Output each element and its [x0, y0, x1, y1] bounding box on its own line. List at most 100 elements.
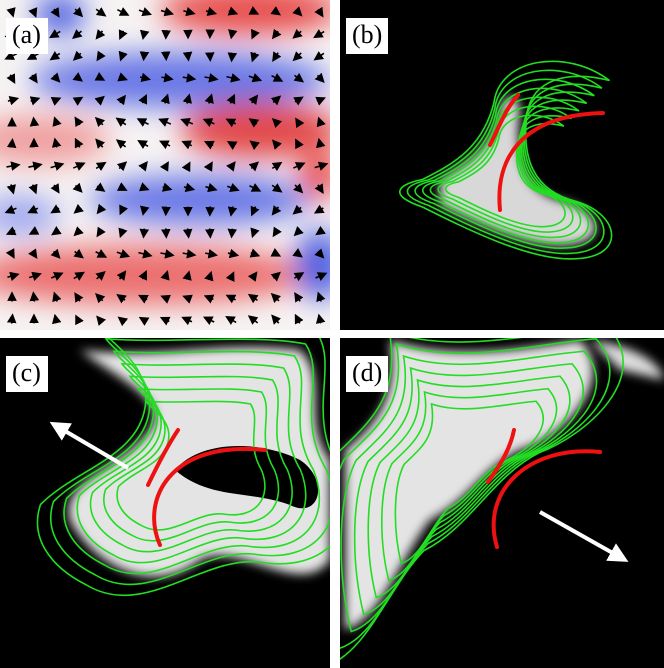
arrow [316, 137, 326, 149]
arrow [28, 161, 43, 171]
arrow [50, 183, 60, 194]
arrow [248, 161, 260, 172]
panel-a [0, 0, 330, 330]
arrow [29, 116, 40, 127]
contour-line [430, 97, 580, 237]
panel-label: (a) [12, 20, 41, 49]
arrow [182, 228, 193, 239]
arrow [181, 140, 193, 150]
arrow [313, 29, 325, 39]
arrow [247, 315, 259, 325]
arrow [116, 161, 128, 172]
arrow [116, 94, 127, 106]
arrow [225, 118, 237, 128]
arrow [292, 28, 303, 39]
arrow [270, 95, 282, 106]
arrow [50, 272, 64, 281]
arrow [6, 73, 16, 85]
arrow [52, 291, 62, 303]
arrow [116, 249, 131, 259]
arrow [182, 294, 193, 304]
contour-line [407, 70, 603, 253]
arrow [136, 118, 149, 127]
arrow [271, 314, 282, 325]
contour-line [91, 376, 293, 552]
arrow [72, 7, 84, 18]
arrow [250, 51, 260, 63]
arrow [160, 93, 170, 105]
arrow [204, 73, 219, 83]
arrow [226, 93, 236, 105]
arrow [50, 248, 61, 259]
arrow [249, 140, 260, 151]
arrow [119, 204, 128, 216]
arrow [4, 51, 18, 60]
arrow [72, 72, 84, 82]
vector-field [4, 6, 329, 327]
arrow [74, 137, 84, 149]
arrow [5, 226, 17, 236]
arrow [226, 141, 238, 150]
contour-line [341, 351, 596, 631]
arrow [6, 138, 17, 149]
arrow [118, 29, 128, 41]
arrow [73, 248, 84, 259]
arrow [314, 248, 325, 259]
arrow [158, 118, 172, 127]
red-region [300, 150, 330, 200]
arrow [249, 183, 262, 192]
arrow [271, 73, 284, 82]
arrow [227, 6, 239, 16]
label-box [6, 356, 48, 392]
arrow [205, 6, 218, 17]
arrow [96, 50, 106, 62]
arrow [271, 139, 282, 150]
arrow [292, 248, 303, 258]
arrow [138, 182, 150, 192]
arrow [272, 51, 282, 62]
arrow [138, 7, 152, 17]
arrow [139, 29, 150, 41]
arrow [73, 203, 84, 214]
contour-line [314, 326, 623, 665]
arrow [295, 138, 304, 150]
direction-arrow [539, 510, 629, 562]
contour-line [117, 401, 265, 530]
arrow [181, 316, 193, 326]
arrow [50, 97, 62, 106]
arrow [250, 227, 260, 239]
arrow [227, 183, 240, 193]
contour-line [38, 326, 347, 595]
arrow [28, 226, 40, 235]
arrow [75, 314, 84, 326]
arrow [271, 183, 283, 193]
arrow [51, 225, 62, 236]
arrow [203, 140, 215, 150]
arrow [225, 315, 237, 325]
arrow [293, 183, 304, 194]
arrow [160, 249, 175, 259]
arrow [203, 161, 213, 172]
arrow [182, 270, 192, 281]
arrow [315, 313, 326, 325]
arrow [272, 226, 282, 238]
arrow [118, 50, 128, 62]
arrow [293, 72, 305, 83]
arrow [251, 28, 260, 40]
arrow [292, 204, 303, 215]
arrow [95, 161, 107, 172]
reconnection-line [486, 428, 516, 484]
arrow [159, 161, 169, 172]
arrow [182, 51, 193, 62]
arrow [316, 291, 326, 303]
label-box [346, 356, 388, 392]
arrow [96, 315, 107, 326]
arrow [138, 161, 148, 172]
arrow [28, 248, 38, 260]
arrow [49, 50, 61, 61]
arrow [225, 294, 237, 304]
arrow [49, 29, 61, 39]
contours [314, 326, 623, 665]
